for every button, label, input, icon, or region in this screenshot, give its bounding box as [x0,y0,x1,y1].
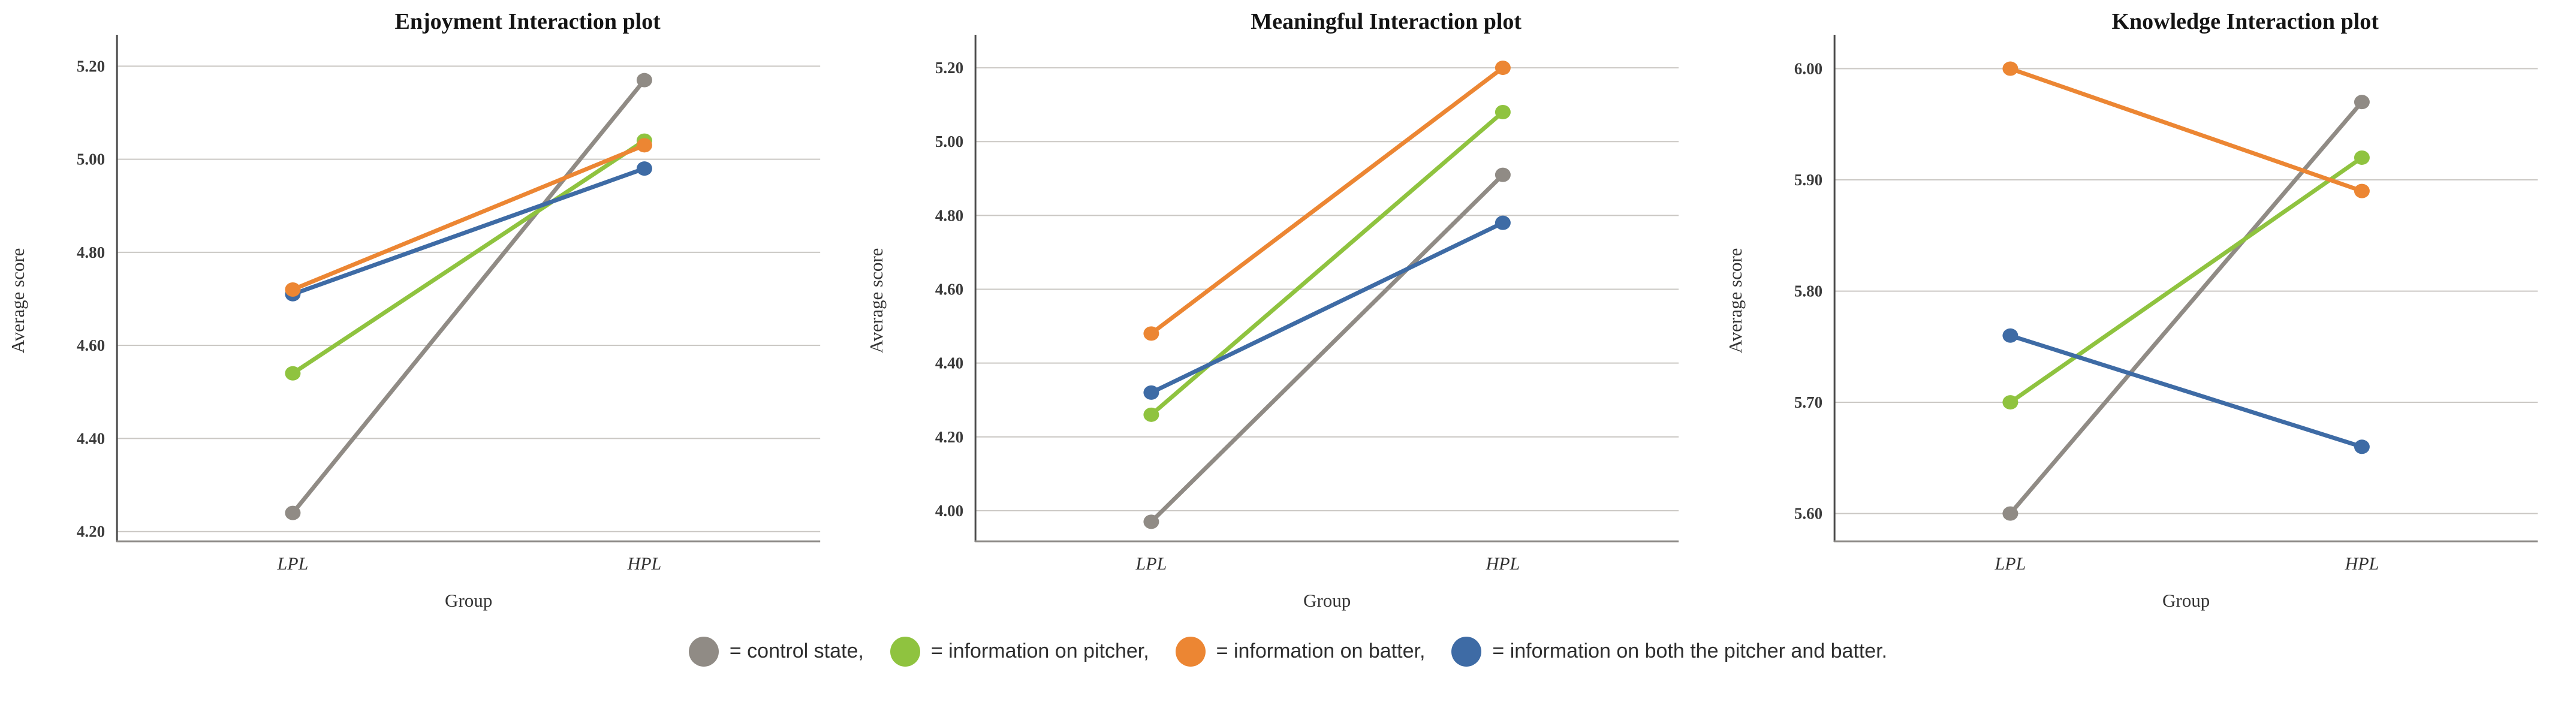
legend-dot-information-on-pitcher [890,636,920,667]
y-tick-label: 5.60 [1794,505,1822,523]
y-tick-label: 4.60 [77,336,105,354]
figure-legend: = control state, = information on pitcher… [0,617,2576,702]
legend-dot-information-on-batter [1175,636,1206,667]
chart-canvas: 5.60 5.70 5.80 5.90 6.00 Knowledge Interactio… [1725,9,2538,611]
y-tick-label: 5.00 [935,132,963,150]
y-tick-label: 6.00 [1794,60,1822,78]
y-tick-label: 5.90 [1794,171,1822,189]
legend-item-information-on-both: = information on both the pitcher and ba… [1451,636,1888,667]
y-tick-label: 5.70 [1794,393,1822,411]
data-point-information-on-pitcher-LPL [2002,395,2018,410]
legend-dot-information-on-both [1451,636,1482,667]
data-point-information-on-both-LPL [2002,328,2018,343]
legend-item-information-on-pitcher: = information on pitcher, [890,636,1149,667]
series-line-information-on-pitcher [290,138,647,376]
category-label-lpl: LPL [277,554,309,574]
series-line-information-on-both [290,166,647,297]
series-line-information-on-batter [1149,65,1505,336]
data-point-information-on-pitcher-HPL [2354,150,2370,165]
y-tick-label: 4.60 [935,280,963,298]
data-point-control-state-HPL [636,73,652,88]
data-point-information-on-pitcher-HPL [1495,104,1511,119]
x-axis-title: Group [445,590,492,611]
y-tick-label: 4.00 [935,502,963,520]
data-point-information-on-batter-HPL [2354,183,2370,198]
y-axis-title: Average score [7,248,28,354]
chart-title: Knowledge Interaction plot [2111,9,2379,34]
legend-item-control-state: = control state, [688,636,864,667]
data-point-information-on-both-HPL [636,161,652,176]
data-point-information-on-both-HPL [1495,215,1511,230]
series-line-control-state [2008,100,2364,516]
series-line-control-state [290,78,647,516]
category-label-lpl: LPL [1135,554,1167,574]
series-line-information-on-both [2008,333,2364,449]
chart-title: Meaningful Interaction plot [1251,9,1522,34]
data-point-control-state-HPL [1495,167,1511,182]
data-point-control-state-HPL [2354,95,2370,110]
chart-knowledge: 5.60 5.70 5.80 5.90 6.00 Knowledge Interactio… [1718,0,2576,617]
legend-label-information-on-batter: = information on batter, [1216,640,1426,662]
chart-canvas: 4.00 4.20 4.40 4.60 4.80 5.00 5.20 Meaningful I… [866,9,1679,611]
y-tick-label: 5.80 [1794,282,1822,300]
y-axis-title: Average score [1725,248,1746,354]
legend-label-information-on-both: = information on both the pitcher and ba… [1492,640,1888,662]
chart-meaningful: 4.00 4.20 4.40 4.60 4.80 5.00 5.20 Meaningful I… [858,0,1717,617]
x-axis-title: Group [2162,590,2210,611]
legend-label-information-on-pitcher: = information on pitcher, [930,640,1149,662]
y-tick-label: 5.20 [935,59,963,77]
x-axis-title: Group [1303,590,1351,611]
data-point-information-on-pitcher-LPL [1143,407,1159,422]
y-tick-label: 4.80 [935,206,963,224]
data-point-control-state-LPL [285,505,301,520]
y-tick-label: 4.40 [77,429,105,447]
series-line-control-state [1149,173,1505,524]
data-point-information-on-batter-LPL [1143,326,1159,341]
data-point-information-on-both-LPL [1143,385,1159,400]
data-point-information-on-batter-LPL [285,282,301,297]
category-label-hpl: HPL [1486,554,1520,574]
data-point-information-on-batter-HPL [636,138,652,153]
chart-enjoyment: 4.20 4.40 4.60 4.80 5.00 5.20 Enjoyment Intera… [0,0,858,617]
data-point-control-state-LPL [2002,506,2018,521]
y-tick-label: 5.20 [77,57,105,75]
data-point-control-state-LPL [1143,514,1159,529]
legend-dot-control-state [688,636,719,667]
y-axis-title: Average score [866,248,887,354]
data-point-information-on-batter-HPL [1495,61,1511,76]
series-line-information-on-pitcher [2008,155,2364,405]
series-line-information-on-both [1149,221,1505,395]
chart-canvas: 4.20 4.40 4.60 4.80 5.00 5.20 Enjoyment Intera… [7,9,821,611]
charts-row: 4.20 4.40 4.60 4.80 5.00 5.20 Enjoyment Intera… [0,0,2576,617]
series-line-information-on-batter [2008,67,2364,194]
legend-label-control-state: = control state, [729,640,864,662]
chart-title: Enjoyment Interaction plot [395,9,661,34]
legend-item-information-on-batter: = information on batter, [1175,636,1426,667]
category-label-hpl: HPL [627,554,662,574]
y-tick-label: 5.00 [77,150,105,168]
category-label-lpl: LPL [1994,554,2026,574]
y-tick-label: 4.40 [935,354,963,372]
data-point-information-on-batter-LPL [2002,61,2018,76]
data-point-information-on-pitcher-LPL [285,366,301,381]
series-line-information-on-batter [290,143,647,292]
y-tick-label: 4.20 [935,428,963,446]
category-label-hpl: HPL [2344,554,2379,574]
y-tick-label: 4.20 [77,523,105,541]
data-point-information-on-both-HPL [2354,439,2370,454]
y-tick-label: 4.80 [77,243,105,261]
